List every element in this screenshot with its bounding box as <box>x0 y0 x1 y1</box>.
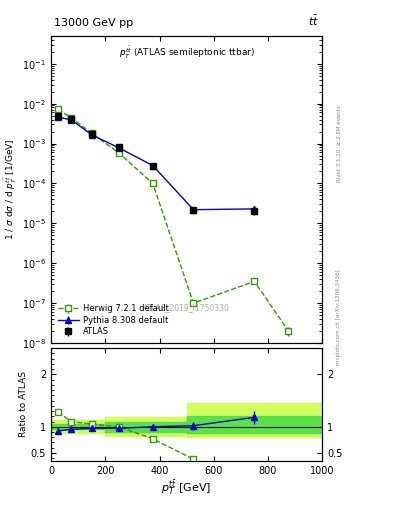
Y-axis label: 1 / $\sigma$ d$\sigma$ / d $p_T^{t\bar{t}}$ [1/GeV]: 1 / $\sigma$ d$\sigma$ / d $p_T^{t\bar{t… <box>3 139 19 240</box>
Text: mcplots.cern.ch [arXiv:1306.3436]: mcplots.cern.ch [arXiv:1306.3436] <box>336 270 341 365</box>
Text: Rivet 3.1.10, ≥ 2.8M events: Rivet 3.1.10, ≥ 2.8M events <box>336 105 341 182</box>
Text: ATLAS_2019_I1750330: ATLAS_2019_I1750330 <box>143 303 230 312</box>
X-axis label: $p_T^{t\bar{t}}$ [GeV]: $p_T^{t\bar{t}}$ [GeV] <box>162 478 212 497</box>
Text: $t\bar{t}$: $t\bar{t}$ <box>309 14 320 28</box>
Text: $p_T^{t\bar{t}}$ (ATLAS semileptonic ttbar): $p_T^{t\bar{t}}$ (ATLAS semileptonic ttb… <box>119 45 255 61</box>
Text: 13000 GeV pp: 13000 GeV pp <box>54 18 133 28</box>
Y-axis label: Ratio to ATLAS: Ratio to ATLAS <box>19 372 28 437</box>
Legend: Herwig 7.2.1 default, Pythia 8.308 default, ATLAS: Herwig 7.2.1 default, Pythia 8.308 defau… <box>55 302 171 339</box>
